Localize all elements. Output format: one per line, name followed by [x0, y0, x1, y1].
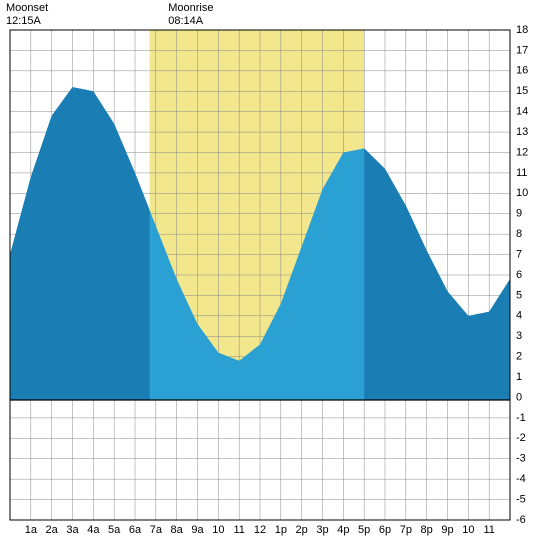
moonset-time: 12:15A — [6, 15, 48, 28]
y-tick: 4 — [516, 310, 522, 322]
moonrise-time: 08:14A — [168, 15, 213, 28]
x-tick: 2a — [46, 524, 59, 536]
y-tick: -1 — [516, 412, 526, 424]
x-tick: 8a — [171, 524, 184, 536]
x-tick: 3a — [66, 524, 79, 536]
x-tick: 1a — [25, 524, 38, 536]
x-tick: 5a — [108, 524, 121, 536]
y-tick: 1 — [516, 371, 522, 383]
y-tick: -5 — [516, 493, 526, 505]
y-tick: 10 — [516, 187, 528, 199]
y-tick: -4 — [516, 473, 526, 485]
x-tick: 6p — [379, 524, 391, 536]
x-tick: 2p — [296, 524, 308, 536]
y-tick: 17 — [516, 44, 528, 56]
tide-chart: Moonset 12:15A Moonrise 08:14A -6-5-4-3-… — [0, 0, 550, 550]
x-tick: 6a — [129, 524, 142, 536]
y-tick: 14 — [516, 106, 528, 118]
x-tick: 10 — [212, 524, 224, 536]
y-tick: 15 — [516, 85, 528, 97]
x-tick: 4p — [337, 524, 349, 536]
x-tick: 9p — [441, 524, 453, 536]
x-tick: 3p — [316, 524, 328, 536]
x-tick: 12 — [254, 524, 266, 536]
y-tick: 5 — [516, 289, 522, 301]
y-tick: 12 — [516, 146, 528, 158]
x-tick: 11 — [233, 524, 244, 536]
moonrise-title: Moonrise — [168, 2, 213, 15]
y-tick: -2 — [516, 432, 526, 444]
y-tick: 0 — [516, 391, 522, 403]
y-tick: -6 — [516, 514, 526, 526]
x-tick: 4a — [87, 524, 100, 536]
y-tick: -3 — [516, 453, 526, 465]
x-tick: 5p — [358, 524, 370, 536]
moonrise-label: Moonrise 08:14A — [168, 2, 213, 28]
chart-svg: -6-5-4-3-2-10123456789101112131415161718… — [0, 0, 550, 550]
y-tick: 11 — [516, 167, 527, 179]
x-tick: 7p — [400, 524, 412, 536]
y-tick: 13 — [516, 126, 528, 138]
x-tick: 1p — [275, 524, 287, 536]
moonset-label: Moonset 12:15A — [6, 2, 48, 28]
moonset-title: Moonset — [6, 2, 48, 15]
y-tick: 8 — [516, 228, 522, 240]
x-tick: 7a — [150, 524, 163, 536]
x-tick: 9a — [191, 524, 204, 536]
y-tick: 16 — [516, 65, 528, 77]
y-tick: 9 — [516, 208, 522, 220]
y-tick: 7 — [516, 248, 522, 260]
moon-labels: Moonset 12:15A Moonrise 08:14A — [0, 0, 219, 30]
y-tick: 18 — [516, 24, 528, 36]
x-tick: 8p — [421, 524, 433, 536]
x-tick: 10 — [462, 524, 474, 536]
y-tick: 2 — [516, 351, 522, 363]
x-tick: 11 — [483, 524, 494, 536]
y-tick: 6 — [516, 269, 522, 281]
y-tick: 3 — [516, 330, 522, 342]
